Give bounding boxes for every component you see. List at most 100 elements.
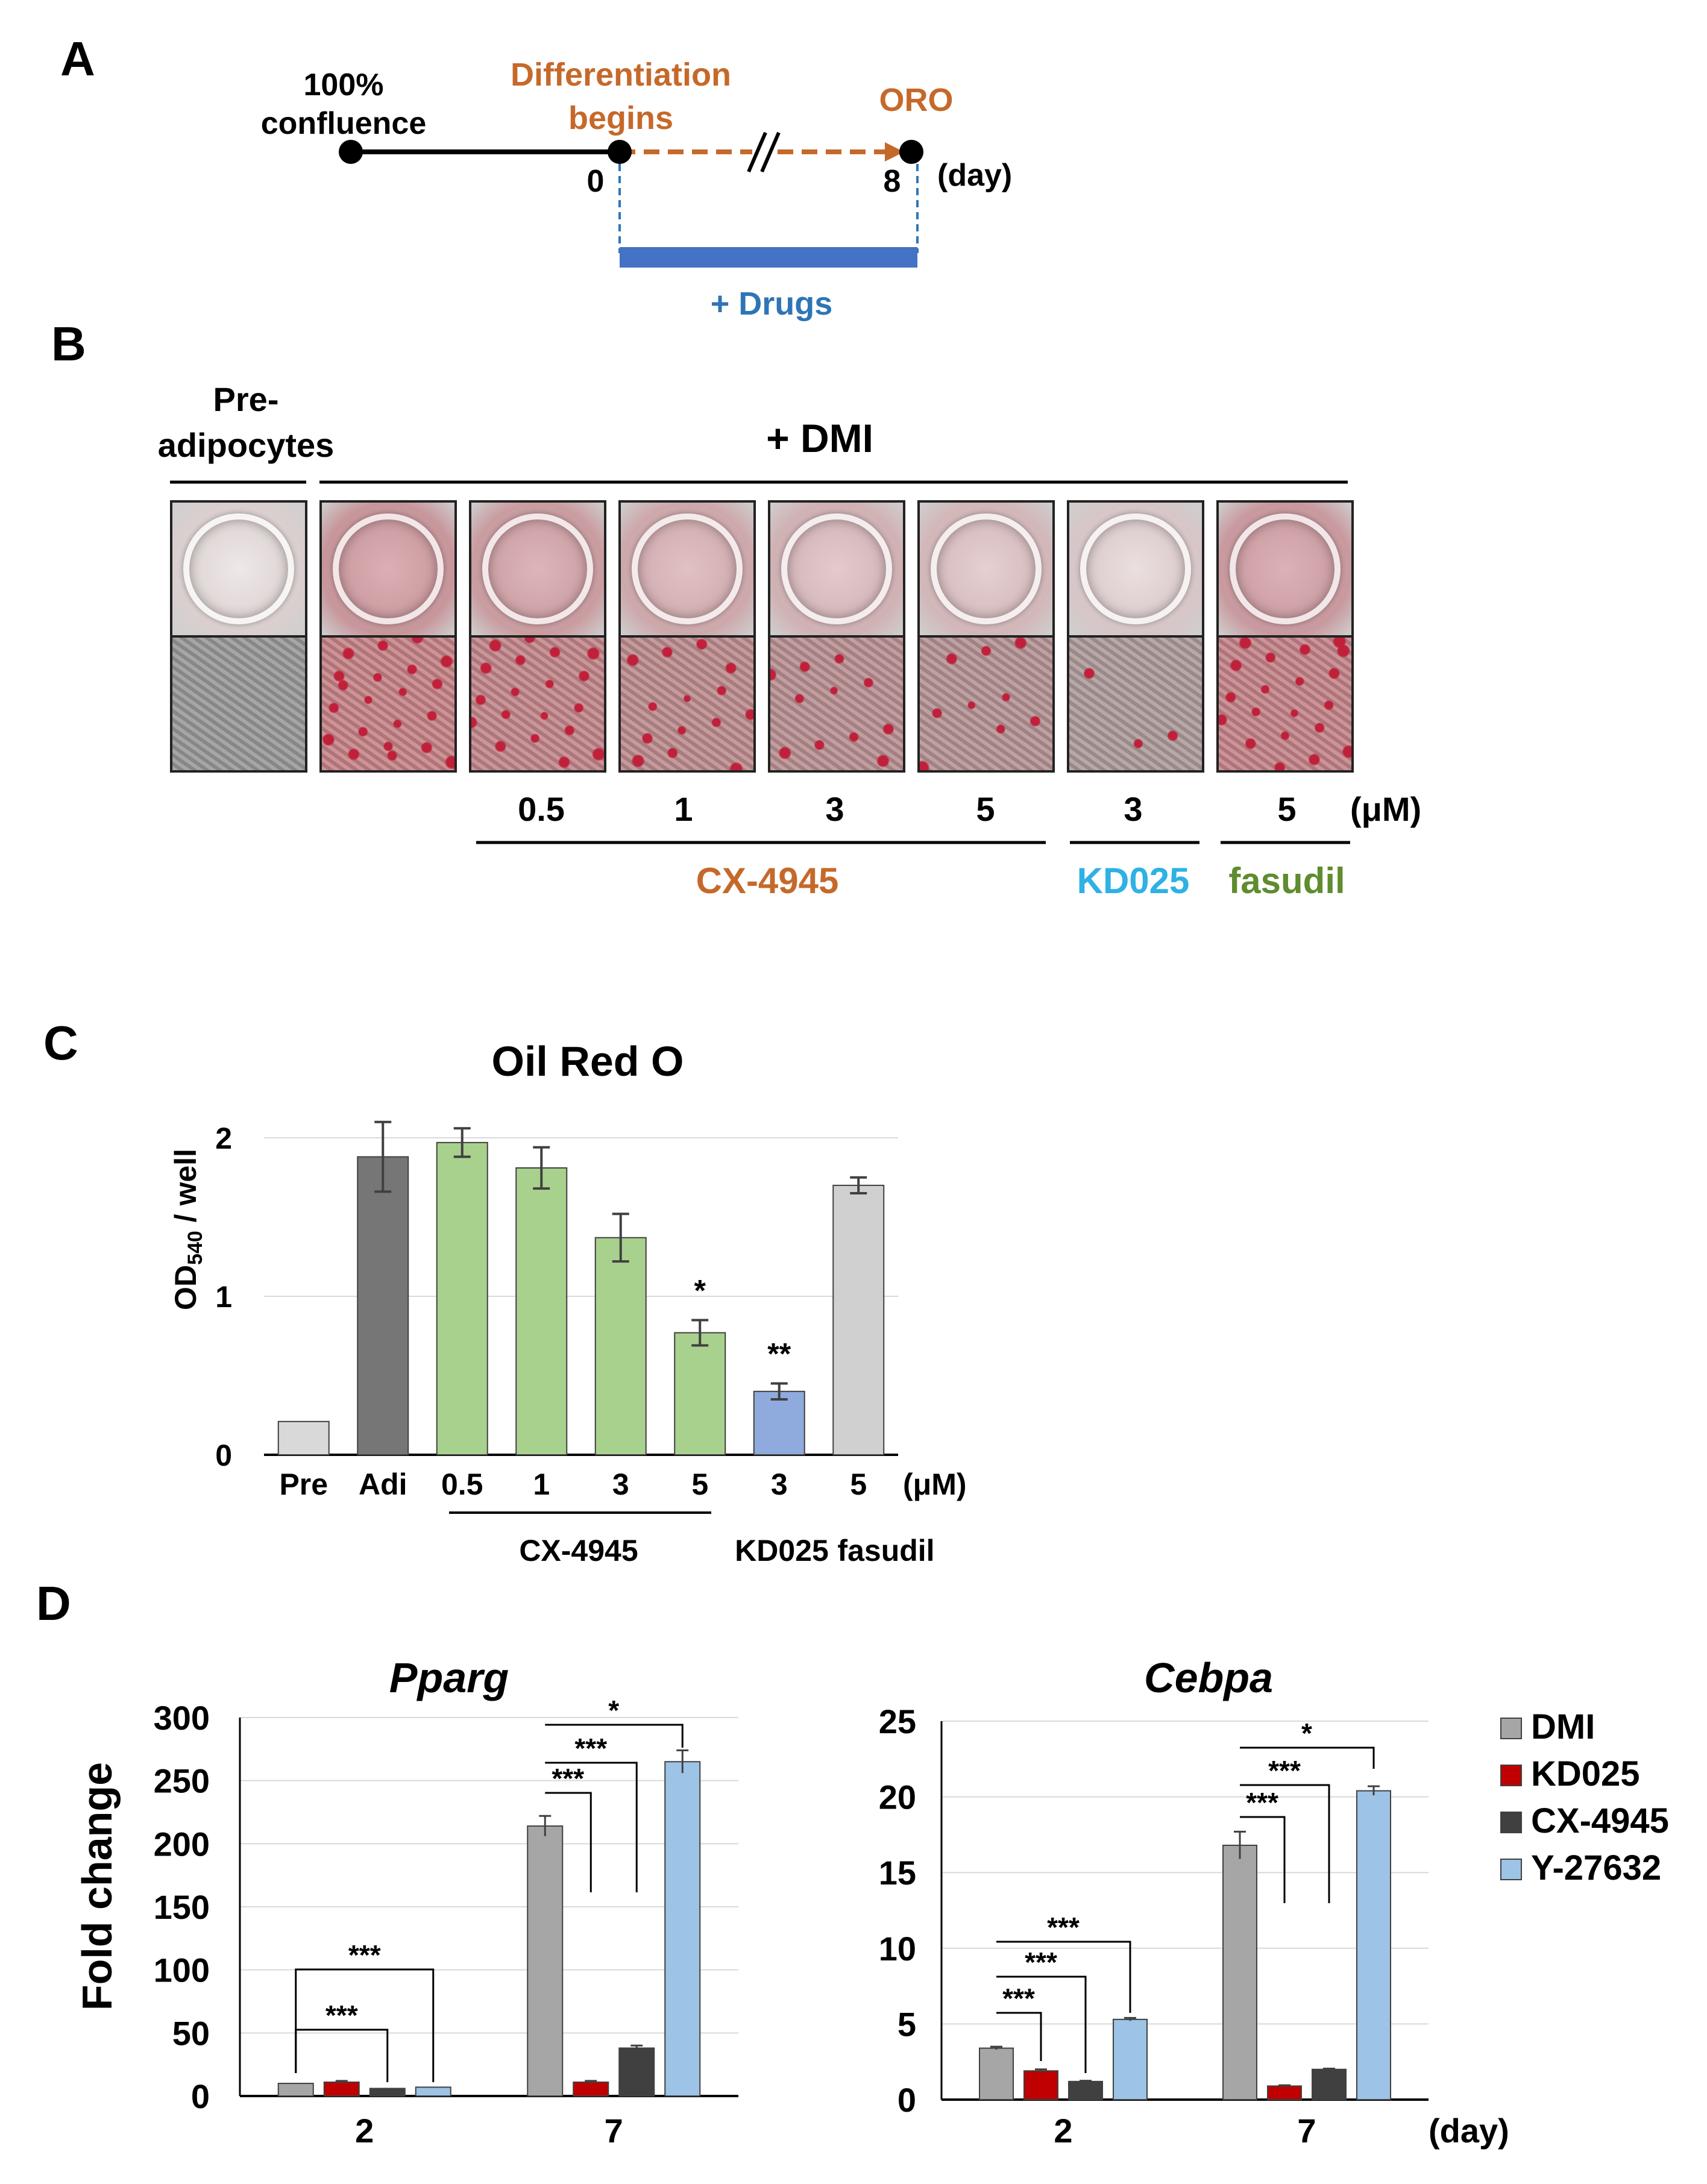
bar xyxy=(323,2081,360,2097)
significance-mark: *** xyxy=(348,1939,381,1971)
micrograph-photo xyxy=(618,635,756,773)
x-tick-label: 1 xyxy=(533,1467,550,1501)
pparg-significance: ************* xyxy=(295,1695,684,2082)
significance-bracket xyxy=(996,1975,1087,2073)
differentiation-label-line1: Differentiation xyxy=(511,57,731,93)
pparg-error-bars xyxy=(335,1749,689,2084)
y-tick-label: 200 xyxy=(154,1825,210,1863)
chart-c-yticks: 0 1 2 xyxy=(215,1122,232,1472)
dish-photo xyxy=(170,500,307,638)
dish-photo xyxy=(917,500,1055,638)
x-tick-label: 2 xyxy=(355,2112,374,2150)
concentration-label: 5 xyxy=(1277,790,1296,828)
micrograph-photo xyxy=(170,635,307,773)
confluence-label-line2: confluence xyxy=(261,106,427,141)
bar xyxy=(594,1237,647,1455)
x-tick-label: 3 xyxy=(771,1467,788,1501)
significance-mark: *** xyxy=(1268,1755,1301,1786)
bar xyxy=(618,2047,655,2097)
significance-bracket xyxy=(1240,1746,1375,1769)
y-tick-label: 100 xyxy=(154,1951,210,1989)
timeline-start-dot xyxy=(339,140,363,164)
chart-c-group-fasudil: fasudil xyxy=(837,1534,934,1567)
micrograph-photo xyxy=(917,635,1055,773)
y-tick-label: 5 xyxy=(898,2005,916,2043)
day0-label: 0 xyxy=(587,164,605,199)
bar xyxy=(415,2086,451,2097)
legend-label: KD025 xyxy=(1531,1754,1640,1793)
dish-photo xyxy=(618,500,756,638)
legend-swatch xyxy=(1500,1718,1522,1739)
significance-mark: * xyxy=(1301,1718,1312,1749)
significance-mark: *** xyxy=(1025,1947,1057,1978)
bar xyxy=(277,1420,330,1456)
drug-name-kd025: KD025 xyxy=(1077,861,1190,901)
significance-mark: *** xyxy=(1002,1983,1035,2014)
concentration-label: 3 xyxy=(825,790,844,828)
bar xyxy=(436,1141,488,1455)
cebpa-day-unit: (day) xyxy=(1429,2112,1509,2150)
oil-red-o-chart: Oil Red O OD540 / well 012 *** Pre Adi 0.5… xyxy=(169,1038,967,1567)
bar xyxy=(369,2088,406,2097)
y-tick-label: 20 xyxy=(879,1778,916,1816)
pparg-bars xyxy=(277,1761,701,2097)
significance-mark: *** xyxy=(325,2000,358,2031)
y-tick-label: 50 xyxy=(172,2014,210,2052)
micrograph-photo xyxy=(1216,635,1354,773)
significance-bracket xyxy=(996,2012,1042,2061)
significance-mark: *** xyxy=(574,1733,607,1764)
x-tick-label: 7 xyxy=(605,2112,623,2150)
x-tick-label: Pre xyxy=(279,1467,328,1501)
significance-bracket xyxy=(295,1968,435,2082)
bar xyxy=(1356,1790,1391,2100)
fold-change-ylabel: Fold change xyxy=(74,1762,121,2010)
micrograph-photo xyxy=(768,635,905,773)
timeline-arrowhead xyxy=(885,142,904,162)
preadipocytes-label-line1: Pre- xyxy=(213,380,279,418)
legend-label: DMI xyxy=(1531,1707,1595,1746)
legend: DMI KD025 CX-4945 Y-27632 xyxy=(1500,1707,1669,1887)
x-tick-label: 5 xyxy=(691,1467,708,1501)
confluence-label-line1: 100% xyxy=(304,67,384,102)
pparg-gridlines xyxy=(239,1717,738,2097)
concentration-label: 3 xyxy=(1124,790,1142,828)
drug-treatment-bar xyxy=(620,247,917,268)
drug-name-fasudil: fasudil xyxy=(1228,861,1345,901)
concentration-label: 0.5 xyxy=(518,790,565,828)
significance-mark: * xyxy=(694,1273,706,1307)
cebpa-error-bars xyxy=(990,1785,1380,2087)
significance-mark: *** xyxy=(1047,1912,1080,1943)
day8-dot xyxy=(899,140,923,164)
y-tick-label: 150 xyxy=(154,1888,210,1926)
micrograph-photo xyxy=(469,635,606,773)
bar xyxy=(277,2083,314,2097)
x-tick-label: 5 xyxy=(850,1467,867,1501)
legend-swatch xyxy=(1500,1859,1522,1880)
concentration-unit: (μM) xyxy=(1350,790,1421,828)
dish-photo xyxy=(469,500,606,638)
significance-bracket xyxy=(545,1724,684,1748)
axis-break-mark-2 xyxy=(760,131,781,173)
significance-bracket xyxy=(545,1762,638,1892)
significance-bracket xyxy=(1240,1816,1286,1903)
day8-label: 8 xyxy=(884,164,901,199)
bar xyxy=(1113,2018,1148,2101)
concentration-labels: 0.5 1 3 5 3 5 xyxy=(518,790,1297,828)
significance-bracket xyxy=(996,1941,1131,2013)
cebpa-title: Cebpa xyxy=(1144,1654,1273,1701)
significance-bracket xyxy=(295,2029,389,2082)
bar xyxy=(674,1332,726,1455)
chart-c-bars xyxy=(277,1141,885,1456)
stain-panel-labels: Pre- adipocytes + DMI 0.5 1 3 5 3 5 (μM) CX-4… xyxy=(158,380,1422,901)
x-tick-label: Adi xyxy=(359,1467,407,1501)
x-tick-label: 3 xyxy=(612,1467,629,1501)
drugs-label: + Drugs xyxy=(711,286,833,322)
bar xyxy=(753,1390,805,1456)
oro-label: ORO xyxy=(879,82,953,118)
axis-break-mark-1 xyxy=(747,131,767,173)
panel-label-c: C xyxy=(43,1016,78,1070)
bar xyxy=(1267,2085,1302,2101)
x-tick-label: 0.5 xyxy=(441,1467,483,1501)
